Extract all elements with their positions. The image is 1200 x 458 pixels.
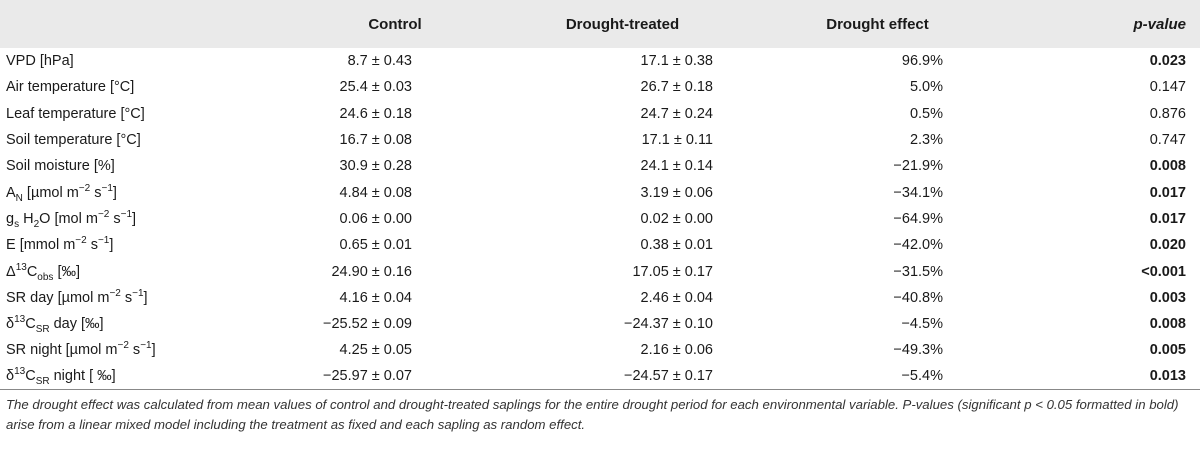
table-row: VPD [hPa] 8.7 ± 0.43 17.1 ± 0.38 96.9% 0.023 [0, 48, 1200, 74]
cell-drought-effect: −34.1% [893, 184, 943, 201]
cell-drought-treated: 17.1 ± 0.11 [641, 132, 713, 149]
table-row: gs H2O [mol m−2 s−1] 0.06 ± 0.00 0.02 ± 0.… [0, 206, 1200, 232]
cell-p-value: 0.013 [1000, 363, 1200, 391]
table-figure: Control Drought-treated Drought effect p… [0, 0, 1200, 433]
cell-p-value: 0.876 [1149, 105, 1186, 122]
cell-variable: Δ13Cobs [‰] [6, 261, 81, 283]
cell-drought-effect: 5.0% [909, 79, 943, 96]
cell-p-value: 0.008 [1149, 158, 1186, 175]
table-row: Δ13Cobs [‰] 24.90 ± 0.16 17.05 ± 0.17 −31.5… [0, 258, 1200, 284]
header-p-value-label: p-value [1133, 15, 1186, 33]
cell-drought-effect: −31.5% [893, 263, 943, 280]
cell-control: 24.90 ± 0.16 [331, 263, 412, 280]
cell-drought-effect: −21.9% [893, 158, 943, 175]
cell-p-value: 0.023 [1149, 53, 1186, 70]
data-table: Control Drought-treated Drought effect p… [0, 0, 1200, 391]
cell-p-value: 0.005 [1149, 342, 1186, 359]
header-p-value: p-value [1000, 0, 1200, 48]
cell-p-value: 0.147 [1149, 79, 1186, 96]
cell-variable: δ13CSR day [‰] [6, 314, 104, 335]
cell-drought-effect: 0.5% [909, 105, 943, 122]
cell-drought-treated: −24.37 ± 0.10 [624, 316, 713, 333]
cell-control: −25.97 ± 0.07 [300, 363, 490, 391]
cell-drought-effect: −49.3% [893, 342, 943, 359]
cell-drought-treated: 0.02 ± 0.00 [640, 210, 713, 227]
cell-drought-effect: −40.8% [893, 289, 943, 306]
cell-p-value: 0.017 [1149, 210, 1186, 227]
cell-drought-treated: 26.7 ± 0.18 [640, 79, 713, 96]
cell-variable: SR day [µmol m−2 s−1] [6, 287, 148, 306]
table-row: SR day [µmol m−2 s−1] 4.16 ± 0.04 2.46 ± 0… [0, 285, 1200, 311]
cell-drought-treated: 3.19 ± 0.06 [640, 184, 713, 201]
cell-control: 0.65 ± 0.01 [339, 237, 412, 254]
cell-drought-effect: −42.0% [893, 237, 943, 254]
table-row: δ13CSR night [ ‰] −25.97 ± 0.07 −24.57 ± 0… [0, 363, 1200, 391]
header-control: Control [300, 0, 490, 48]
cell-control: 16.7 ± 0.08 [339, 132, 412, 149]
cell-control: 0.06 ± 0.00 [339, 210, 412, 227]
table-row: AN [µmol m−2 s−1] 4.84 ± 0.08 3.19 ± 0.06 −… [0, 179, 1200, 205]
cell-control: 24.6 ± 0.18 [339, 105, 412, 122]
cell-drought-treated: 0.38 ± 0.01 [640, 237, 713, 254]
cell-variable: Soil temperature [°C] [6, 132, 141, 149]
cell-variable: E [mmol m−2 s−1] [6, 235, 114, 254]
table-row: Soil temperature [°C] 16.7 ± 0.08 17.1 ± 0… [0, 127, 1200, 153]
cell-drought-effect: −4.5% [901, 316, 943, 333]
table-row: E [mmol m−2 s−1] 0.65 ± 0.01 0.38 ± 0.01 −4… [0, 232, 1200, 258]
cell-control: 25.4 ± 0.03 [339, 79, 412, 96]
table-row: δ13CSR day [‰] −25.52 ± 0.09 −24.37 ± 0.10… [0, 311, 1200, 337]
cell-variable: Soil moisture [%] [6, 158, 115, 175]
table-header: Control Drought-treated Drought effect p… [0, 0, 1200, 48]
cell-control: 4.84 ± 0.08 [339, 184, 412, 201]
table-body: VPD [hPa] 8.7 ± 0.43 17.1 ± 0.38 96.9% 0.023… [0, 48, 1200, 391]
cell-variable: Leaf temperature [°C] [6, 105, 145, 122]
header-variable [0, 0, 300, 48]
table-row: Leaf temperature [°C] 24.6 ± 0.18 24.7 ± 0… [0, 101, 1200, 127]
cell-control: 8.7 ± 0.43 [347, 53, 412, 70]
header-drought-effect: Drought effect [755, 0, 1000, 48]
cell-variable: SR night [µmol m−2 s−1] [6, 340, 156, 359]
cell-drought-treated: 17.1 ± 0.38 [640, 53, 713, 70]
cell-drought-effect: −5.4% [755, 363, 1000, 391]
cell-drought-effect: −64.9% [893, 210, 943, 227]
cell-p-value: <0.001 [1141, 263, 1186, 280]
cell-control: −25.52 ± 0.09 [323, 316, 412, 333]
header-drought-treated: Drought-treated [490, 0, 755, 48]
cell-drought-treated: 17.05 ± 0.17 [632, 263, 713, 280]
cell-drought-treated: 24.7 ± 0.24 [640, 105, 713, 122]
cell-control: 4.16 ± 0.04 [339, 289, 412, 306]
cell-p-value: 0.017 [1149, 184, 1186, 201]
cell-drought-effect: 96.9% [901, 53, 943, 70]
cell-variable: VPD [hPa] [6, 53, 74, 70]
cell-p-value: 0.008 [1149, 316, 1186, 333]
cell-control: 30.9 ± 0.28 [339, 158, 412, 175]
cell-drought-treated: 2.16 ± 0.06 [640, 342, 713, 359]
cell-drought-treated: −24.57 ± 0.17 [490, 363, 755, 391]
table-row: Air temperature [°C] 25.4 ± 0.03 26.7 ± 0.… [0, 74, 1200, 100]
table-row: SR night [µmol m−2 s−1] 4.25 ± 0.05 2.16 ±… [0, 337, 1200, 363]
table-row: Soil moisture [%] 30.9 ± 0.28 24.1 ± 0.14 −… [0, 153, 1200, 179]
cell-drought-treated: 24.1 ± 0.14 [640, 158, 713, 175]
cell-variable: gs H2O [mol m−2 s−1] [6, 209, 137, 230]
header-row: Control Drought-treated Drought effect p… [0, 0, 1200, 48]
cell-variable: AN [µmol m−2 s−1] [6, 182, 117, 204]
cell-control: 4.25 ± 0.05 [339, 342, 412, 359]
cell-p-value: 0.020 [1149, 237, 1186, 254]
cell-p-value: 0.003 [1149, 289, 1186, 306]
cell-drought-treated: 2.46 ± 0.04 [640, 289, 713, 306]
cell-variable: δ13CSR night [ ‰] [0, 363, 300, 391]
cell-drought-effect: 2.3% [909, 132, 943, 149]
cell-variable: Air temperature [°C] [6, 79, 135, 96]
cell-p-value: 0.747 [1149, 132, 1186, 149]
table-footnote: The drought effect was calculated from m… [6, 397, 1179, 433]
